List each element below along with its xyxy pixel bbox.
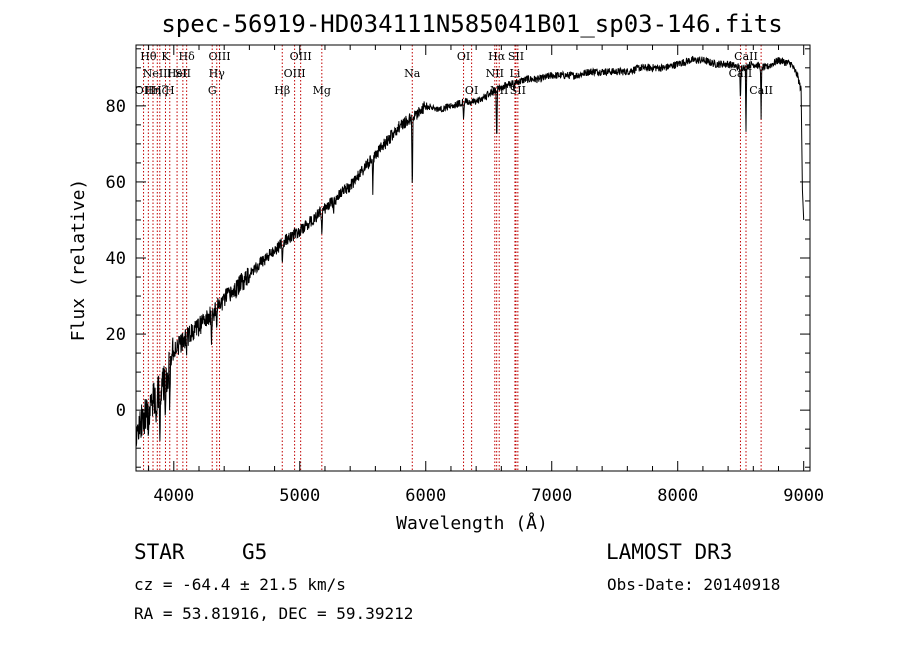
y-tick-label: 80 <box>106 97 126 117</box>
x-axis-ticks <box>148 45 805 471</box>
x-tick-label: 6000 <box>405 486 446 506</box>
spectral-subclass: G5 <box>242 540 267 564</box>
spectral-line-label: Li <box>510 67 521 80</box>
y-axis-label: Flux (relative) <box>68 179 89 342</box>
survey-name: LAMOST DR3 <box>606 540 732 564</box>
x-tick-label: 9000 <box>783 486 824 506</box>
spectral-line-label: Hβ <box>274 84 290 97</box>
y-tick-label: 60 <box>106 173 126 193</box>
spectrum-line <box>135 55 805 447</box>
redshift-value: cz = -64.4 ± 21.5 km/s <box>134 575 346 594</box>
spectral-line-label: OIII <box>208 50 230 63</box>
spectral-line-label: Hζ <box>152 84 168 97</box>
spectral-line-label: G <box>208 84 217 97</box>
x-tick-label: 5000 <box>279 486 320 506</box>
spectral-line-label: Na <box>404 67 421 80</box>
spectral-line-label: OIII <box>284 67 306 80</box>
plot-area: OIIHθHηNeIIIHζKHHeISIIHδGHγOIIIHβOIIIOII… <box>106 44 824 506</box>
spectral-line-label: NII <box>486 67 504 80</box>
spectral-line-label: Hγ <box>209 67 226 80</box>
y-tick-label: 0 <box>116 401 126 421</box>
plot-frame <box>135 44 811 472</box>
y-tick-label: 40 <box>106 249 126 269</box>
x-tick-label: 7000 <box>531 486 572 506</box>
spectral-line-label: Mg <box>313 84 331 97</box>
spectral-line-label: Hη <box>145 84 161 97</box>
y-axis-ticks <box>136 48 810 468</box>
spectral-line-label: SII <box>175 67 191 80</box>
spectral-line-label: Hθ <box>140 50 157 63</box>
spectral-line-labels: OIIHθHηNeIIIHζKHHeISIIHδGHγOIIIHβOIIIOII… <box>135 50 773 97</box>
spectral-line-label: NeIII <box>143 67 172 80</box>
spectral-line-label: OI <box>457 50 470 63</box>
y-axis-tick-labels: 0 20 40 60 80 <box>106 97 126 421</box>
spectral-line-label: K <box>161 50 170 63</box>
spectral-line-label: Hδ <box>179 50 196 63</box>
spectral-line-label: SII <box>508 50 524 63</box>
x-tick-label: 8000 <box>657 486 698 506</box>
spectral-line-label: OI <box>465 84 478 97</box>
chart-title: spec-56919-HD034111N585041B01_sp03-146.f… <box>161 10 782 38</box>
spectral-line-label: HeI <box>167 67 187 80</box>
spectral-line-label: CaII <box>734 50 758 63</box>
info-panel: STAR G5 LAMOST DR3 cz = -64.4 ± 21.5 km/… <box>134 540 780 623</box>
spectral-line-label: CaII <box>729 67 753 80</box>
spectral-line-markers <box>143 45 762 471</box>
x-axis-label: Wavelength (Å) <box>396 512 548 534</box>
x-axis-tick-labels: 4000 5000 6000 7000 8000 9000 <box>153 486 824 506</box>
x-tick-label: 4000 <box>153 486 194 506</box>
object-class: STAR <box>134 540 185 564</box>
spectral-line-label: H <box>165 84 175 97</box>
spectral-line-label: SII <box>510 84 526 97</box>
observation-date: Obs-Date: 20140918 <box>607 575 780 594</box>
spectral-line-label: OIII <box>290 50 312 63</box>
y-tick-label: 20 <box>106 325 126 345</box>
coordinates: RA = 53.81916, DEC = 59.39212 <box>134 604 413 623</box>
spectral-line-label: Hα <box>488 50 506 63</box>
